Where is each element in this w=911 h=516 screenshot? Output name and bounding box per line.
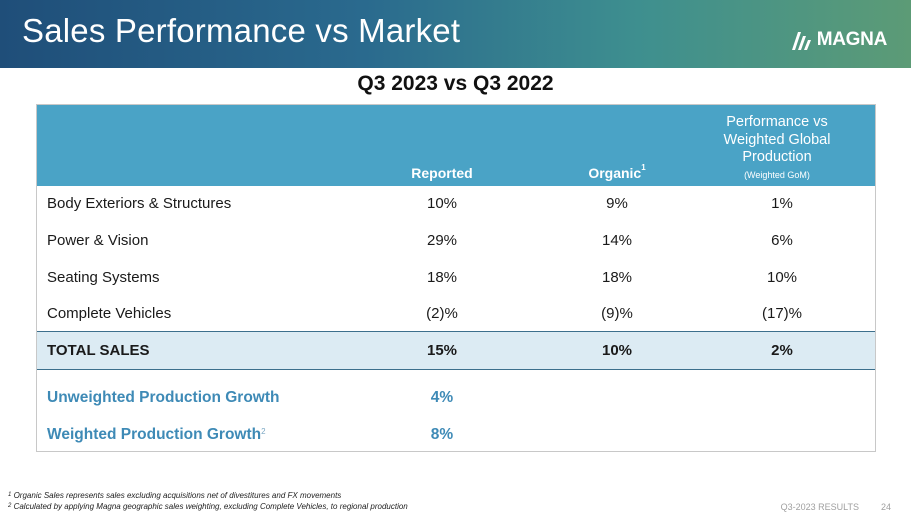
table-row: Power & Vision 29% 14% 6% (37, 222, 875, 259)
production-label-text: Weighted Production Growth (47, 426, 262, 443)
performance-value: 1% (771, 195, 793, 212)
footnote-2: 2 Calculated by applying Magna geographi… (8, 501, 408, 512)
table-header: Reported Organic1 Performance vs Weighte… (37, 105, 875, 186)
reported-value: (2)% (426, 305, 458, 322)
production-value: 4% (430, 389, 454, 406)
total-organic: 10% (601, 342, 633, 359)
logo-text: MAGNA (816, 29, 888, 50)
table-row: Complete Vehicles (2)% (9)% (17)% (37, 295, 875, 332)
performance-line-2: Weighted Global (723, 131, 831, 148)
total-label: TOTAL SALES (47, 342, 150, 359)
reported-value: 29% (426, 232, 458, 249)
sales-table: Reported Organic1 Performance vs Weighte… (36, 104, 876, 452)
production-row-weighted: Weighted Production Growth2 8% (37, 416, 875, 453)
column-header-performance: Performance vs Weighted Global Productio… (697, 114, 857, 182)
organic-label: Organic (588, 165, 642, 181)
performance-line-3: Production (742, 149, 812, 165)
production-row-unweighted: Unweighted Production Growth 4% (37, 379, 875, 416)
header-banner: Sales Performance vs Market MAGNA (0, 0, 911, 68)
row-label: Seating Systems (47, 269, 160, 286)
magna-logo: MAGNA (790, 28, 887, 52)
slide-footer: Q3-2023 RESULTS 24 (781, 502, 891, 512)
performance-value: 6% (771, 232, 793, 249)
column-header-organic: Organic1 (577, 163, 657, 181)
production-footnote-mark: 2 (261, 427, 266, 436)
total-performance: 2% (771, 342, 793, 359)
production-value: 8% (430, 426, 454, 443)
performance-line-1: Performance vs (726, 114, 828, 130)
reported-value: 10% (426, 195, 458, 212)
table-row: Seating Systems 18% 18% 10% (37, 259, 875, 296)
organic-value: 18% (601, 269, 633, 286)
column-header-reported: Reported (411, 165, 473, 181)
footnote-2-mark: 2 (8, 503, 12, 509)
reported-value: 18% (426, 269, 458, 286)
footer-label: Q3-2023 RESULTS (780, 502, 859, 512)
performance-value: (17)% (761, 305, 802, 322)
total-reported: 15% (426, 342, 458, 359)
footnote-2-text: Calculated by applying Magna geographic … (13, 502, 408, 511)
total-row: TOTAL SALES 15% 10% 2% (37, 331, 875, 370)
table-row: Body Exteriors & Structures 10% 9% 1% (37, 185, 875, 222)
row-label: Complete Vehicles (47, 305, 172, 322)
page-title: Sales Performance vs Market (22, 12, 461, 49)
performance-value: 10% (766, 269, 798, 286)
footnotes: 1 Organic Sales represents sales excludi… (8, 490, 408, 512)
performance-subheader: (Weighted GoM) (744, 169, 810, 180)
slide-subtitle: Q3 2023 vs Q3 2022 (357, 72, 554, 95)
organic-value: 14% (601, 232, 633, 249)
footnote-1: 1 Organic Sales represents sales excludi… (8, 490, 408, 501)
organic-value: 9% (606, 195, 628, 212)
row-label: Power & Vision (47, 232, 149, 249)
organic-footnote-mark: 1 (641, 163, 646, 172)
row-label: Body Exteriors & Structures (47, 195, 232, 212)
magna-logo-icon (791, 32, 811, 50)
footnote-1-text: Organic Sales represents sales excluding… (13, 491, 342, 500)
production-label: Weighted Production Growth2 (47, 416, 266, 453)
production-label: Unweighted Production Growth (47, 389, 280, 406)
page-number: 24 (880, 502, 891, 512)
footnote-1-mark: 1 (8, 492, 12, 498)
organic-value: (9)% (601, 305, 633, 322)
